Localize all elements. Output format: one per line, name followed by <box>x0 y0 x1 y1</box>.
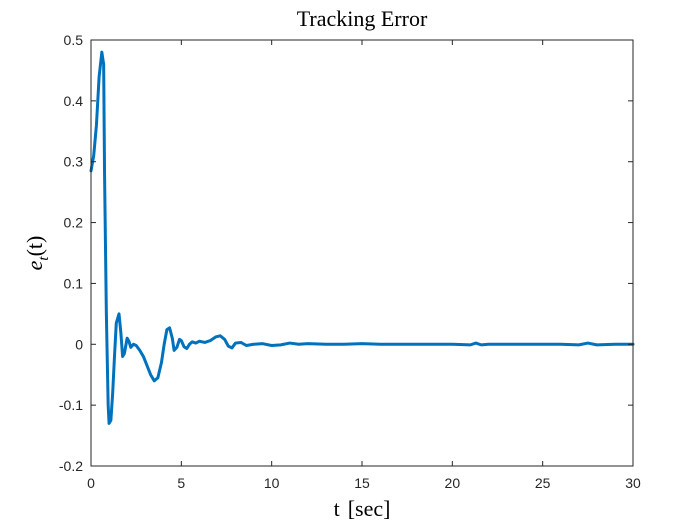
y-axis-label: et(t) <box>22 236 52 271</box>
x-tick-label: 15 <box>354 475 370 491</box>
x-tick-label: 10 <box>264 475 280 491</box>
y-axis-label-sub: t <box>36 256 52 261</box>
y-tick-label: 0 <box>75 336 83 352</box>
x-tick-label: 0 <box>87 475 95 491</box>
x-tick-label: 30 <box>625 475 641 491</box>
y-axis-ticks: -0.2 -0.1 0 0.1 0.2 0.3 0.4 0.5 <box>59 32 633 474</box>
y-tick-label: 0.2 <box>64 215 84 231</box>
chart-title: Tracking Error <box>297 6 428 31</box>
y-tick-label: -0.1 <box>59 397 83 413</box>
y-tick-label: 0.4 <box>64 93 84 109</box>
plot-area-background <box>91 40 633 466</box>
y-axis-label-arg: (t) <box>22 236 47 257</box>
y-tick-label: 0.3 <box>64 154 84 170</box>
x-axis-ticks: 0 5 10 15 20 25 30 <box>87 40 641 491</box>
y-axis-label-base: e <box>22 260 47 270</box>
x-tick-label: 5 <box>177 475 185 491</box>
series-layer <box>89 50 635 425</box>
series-line <box>89 50 635 425</box>
x-axis-label-unit: [sec] <box>348 496 391 521</box>
x-axis-label-var: t <box>334 496 340 521</box>
x-tick-label: 20 <box>445 475 461 491</box>
x-tick-label: 25 <box>535 475 551 491</box>
x-axis-label: t [sec] <box>334 496 391 521</box>
y-tick-label: -0.2 <box>59 458 83 474</box>
y-tick-label: 0.5 <box>64 32 84 48</box>
y-tick-label: 0.1 <box>64 275 84 291</box>
